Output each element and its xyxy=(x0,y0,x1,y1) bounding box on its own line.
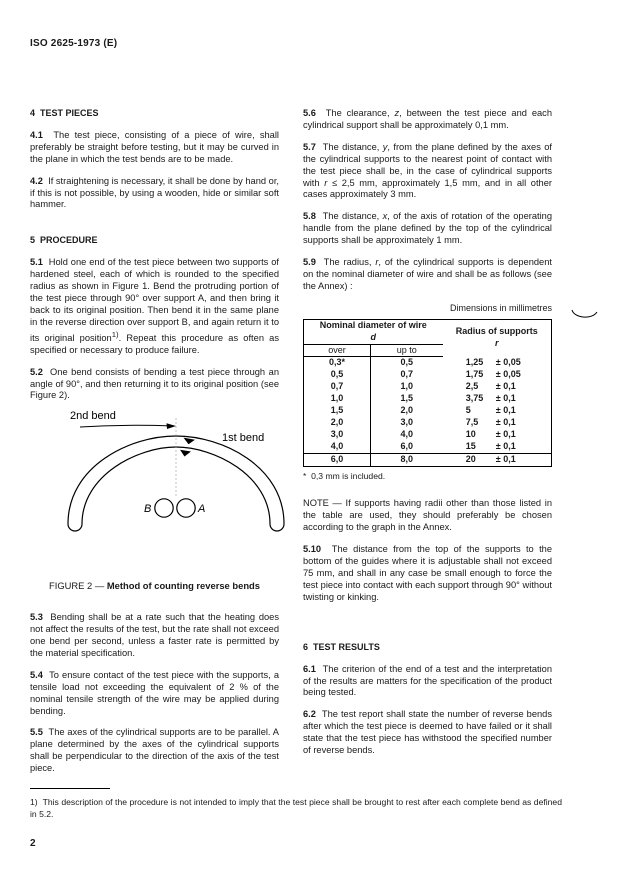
svg-text:1st bend: 1st bend xyxy=(222,432,264,444)
svg-text:A: A xyxy=(197,503,205,515)
svg-text:B: B xyxy=(144,503,151,515)
svg-text:2nd bend: 2nd bend xyxy=(70,410,116,422)
